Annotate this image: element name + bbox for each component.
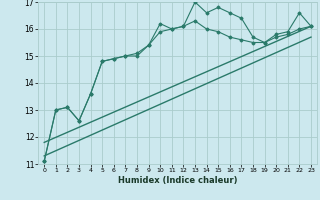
X-axis label: Humidex (Indice chaleur): Humidex (Indice chaleur) <box>118 176 237 185</box>
